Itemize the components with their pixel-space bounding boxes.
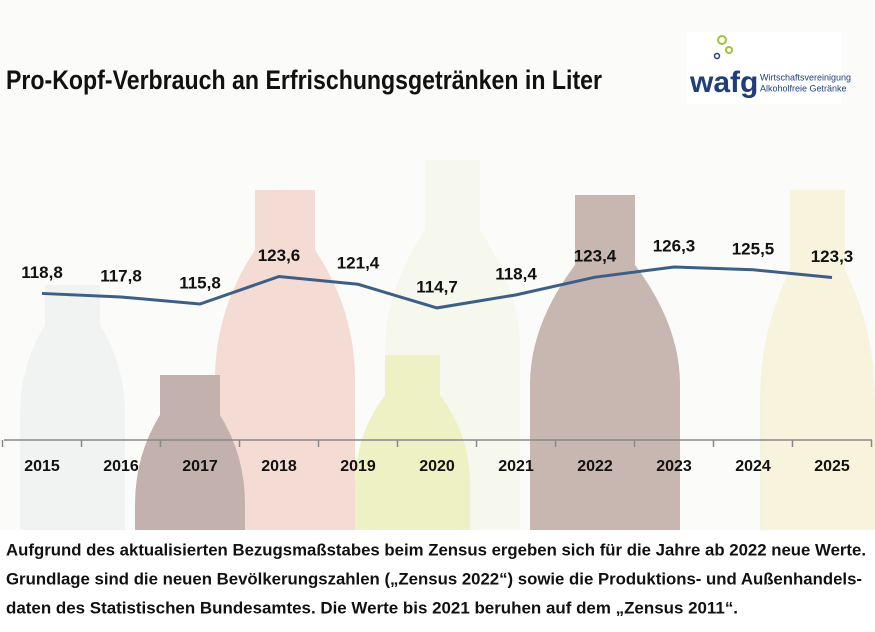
x-tick-label: 2022	[577, 458, 613, 475]
data-label: 121,4	[337, 254, 380, 273]
x-tick-label: 2021	[498, 458, 534, 475]
logo-bubble	[713, 52, 721, 60]
logo-mark: wafg	[689, 66, 758, 99]
logo-bubble	[717, 35, 727, 45]
data-line	[41, 265, 833, 310]
x-tick-label: 2017	[182, 458, 218, 475]
x-tick-label: 2018	[261, 458, 297, 475]
x-tick-label: 2015	[24, 458, 60, 475]
data-label: 125,5	[732, 239, 775, 258]
x-tick-label: 2020	[419, 458, 455, 475]
footnote-background	[0, 530, 875, 632]
data-label: 126,3	[653, 236, 696, 255]
footnote: Grundlage sind die neuen Bevölkerungszah…	[6, 569, 862, 588]
x-tick-label: 2023	[656, 458, 692, 475]
x-tick-label: 2024	[735, 458, 771, 475]
x-tick-label: 2016	[103, 458, 139, 475]
logo-text: Wirtschaftsvereinigung	[760, 72, 851, 82]
data-label: 123,6	[258, 246, 301, 265]
footnote: Aufgrund des aktualisierten Bezugsmaßsta…	[6, 540, 866, 559]
bottle-decoration	[20, 160, 875, 530]
x-tick-label: 2025	[814, 458, 850, 475]
logo-text: Alkoholfreie Getränke	[760, 83, 847, 93]
data-label: 118,8	[21, 263, 63, 282]
data-label: 123,4	[574, 247, 617, 266]
footnote: daten des Statistischen Bundesamtes. Die…	[6, 598, 738, 617]
data-label: 115,8	[179, 274, 221, 293]
x-tick-label: 2019	[340, 458, 376, 475]
chart-title: Pro-Kopf-Verbrauch an Erfrischungsgeträn…	[6, 65, 602, 95]
data-label: 118,4	[495, 264, 537, 283]
data-label: 117,8	[100, 266, 142, 285]
logo-bubble	[725, 46, 733, 54]
data-label: 114,7	[416, 277, 458, 296]
logo-box	[686, 32, 842, 104]
data-label: 123,3	[811, 247, 854, 266]
